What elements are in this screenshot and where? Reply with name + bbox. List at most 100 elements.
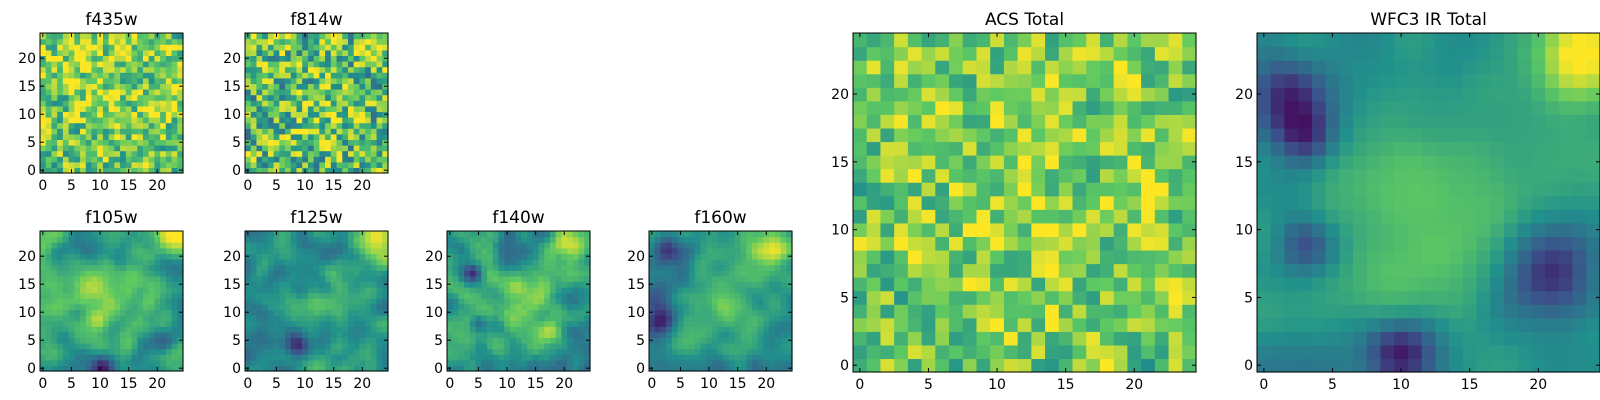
- heatmap-cell: [921, 344, 936, 360]
- heatmap-cell: [880, 236, 895, 251]
- heatmap-cell: [1325, 222, 1340, 237]
- heatmap-cell: [85, 270, 93, 277]
- heatmap-cell: [544, 281, 551, 288]
- heatmap-cell: [325, 365, 332, 372]
- heatmap-cell: [91, 348, 98, 355]
- heatmap-cell: [492, 242, 500, 249]
- heatmap-cell: [142, 167, 150, 174]
- heatmap-cell: [131, 38, 138, 45]
- heatmap-cell: [572, 264, 580, 271]
- heatmap-cell: [452, 259, 460, 266]
- heatmap-cell: [262, 156, 269, 163]
- heatmap-cell: [319, 55, 326, 62]
- heatmap-cell: [51, 275, 58, 282]
- heatmap-cell: [1449, 277, 1464, 292]
- heatmap-cell: [68, 320, 75, 327]
- heatmap-cell: [290, 111, 298, 118]
- heatmap-cell: [62, 167, 70, 174]
- heatmap-cell: [962, 168, 978, 183]
- heatmap-cell: [487, 231, 494, 238]
- heatmap-cell: [91, 72, 98, 79]
- heatmap-cell: [62, 150, 70, 157]
- heatmap-cell: [769, 337, 776, 344]
- heatmap-cell: [498, 292, 505, 299]
- heatmap-cell: [62, 253, 70, 260]
- heatmap-cell: [1298, 344, 1313, 360]
- heatmap-cell: [894, 168, 909, 183]
- heatmap-cell: [671, 247, 679, 254]
- heatmap-cell: [330, 122, 338, 129]
- heatmap-cell: [165, 315, 173, 322]
- heatmap-cell: [102, 281, 110, 288]
- heatmap-cell: [1086, 249, 1101, 265]
- heatmap-cell: [108, 315, 115, 322]
- heatmap-cell: [567, 264, 574, 271]
- heatmap-cell: [1311, 263, 1327, 278]
- heatmap-cell: [342, 337, 349, 344]
- heatmap-cell: [68, 100, 75, 107]
- heatmap-cell: [1380, 290, 1395, 305]
- heatmap-cell: [689, 348, 696, 355]
- heatmap-cell: [245, 122, 252, 129]
- heatmap-cell: [250, 33, 258, 40]
- heatmap-cell: [447, 236, 454, 243]
- heatmap-cell: [290, 94, 298, 101]
- heatmap-cell: [68, 264, 75, 271]
- heatmap-cell: [853, 263, 868, 278]
- heatmap-cell: [1168, 304, 1183, 319]
- heatmap-cell: [80, 33, 87, 40]
- heatmap-cell: [245, 287, 252, 294]
- heatmap-cell: [40, 145, 47, 152]
- heatmap-cell: [481, 247, 488, 254]
- heatmap-cell: [1003, 290, 1019, 305]
- x-tick-label: 10: [498, 376, 516, 392]
- heatmap-cell: [171, 128, 178, 135]
- heatmap-cell: [256, 309, 263, 316]
- heatmap-cell: [45, 44, 53, 51]
- heatmap-cell: [515, 236, 522, 243]
- heatmap-cell: [370, 303, 378, 310]
- heatmap-cell: [481, 365, 488, 372]
- heatmap-cell: [285, 128, 292, 135]
- heatmap-cell: [347, 287, 355, 294]
- heatmap-cell: [256, 145, 263, 152]
- heatmap-cell: [359, 55, 366, 62]
- heatmap-cell: [313, 348, 320, 355]
- heatmap-cell: [1154, 155, 1170, 170]
- heatmap-cell: [1394, 290, 1409, 305]
- heatmap-cell: [521, 236, 528, 243]
- heatmap-cell: [131, 264, 138, 271]
- heatmap-cell: [365, 156, 372, 163]
- heatmap-cell: [532, 247, 540, 254]
- heatmap-cell: [509, 275, 517, 282]
- heatmap-cell: [102, 139, 110, 146]
- heatmap-cell: [273, 77, 280, 84]
- heatmap-cell: [353, 275, 360, 282]
- heatmap-cell: [458, 343, 465, 350]
- heatmap-cell: [452, 359, 460, 366]
- heatmap-cell: [447, 303, 454, 310]
- heatmap-cell: [729, 331, 736, 338]
- heatmap-cell: [654, 247, 662, 254]
- heatmap-cell: [80, 270, 87, 277]
- heatmap-cell: [62, 111, 70, 118]
- heatmap-cell: [962, 46, 978, 61]
- heatmap-cell: [256, 111, 263, 118]
- heatmap-cell: [1141, 344, 1156, 360]
- heatmap-cell: [325, 66, 332, 73]
- heatmap-cell: [880, 317, 895, 332]
- heatmap-cell: [1141, 87, 1156, 102]
- heatmap-cell: [313, 77, 320, 84]
- heatmap-cell: [336, 303, 343, 310]
- heatmap-cell: [717, 359, 724, 366]
- heatmap-cell: [1462, 168, 1478, 183]
- heatmap-cell: [1558, 263, 1574, 278]
- heatmap-cell: [177, 122, 184, 129]
- heatmap-cell: [1339, 236, 1354, 251]
- heatmap-cell: [307, 89, 315, 96]
- heatmap-cell: [342, 89, 349, 96]
- heatmap-cell: [1127, 304, 1142, 319]
- heatmap-cell: [1366, 168, 1382, 183]
- heatmap-cell: [370, 100, 378, 107]
- heatmap-cell: [62, 281, 70, 288]
